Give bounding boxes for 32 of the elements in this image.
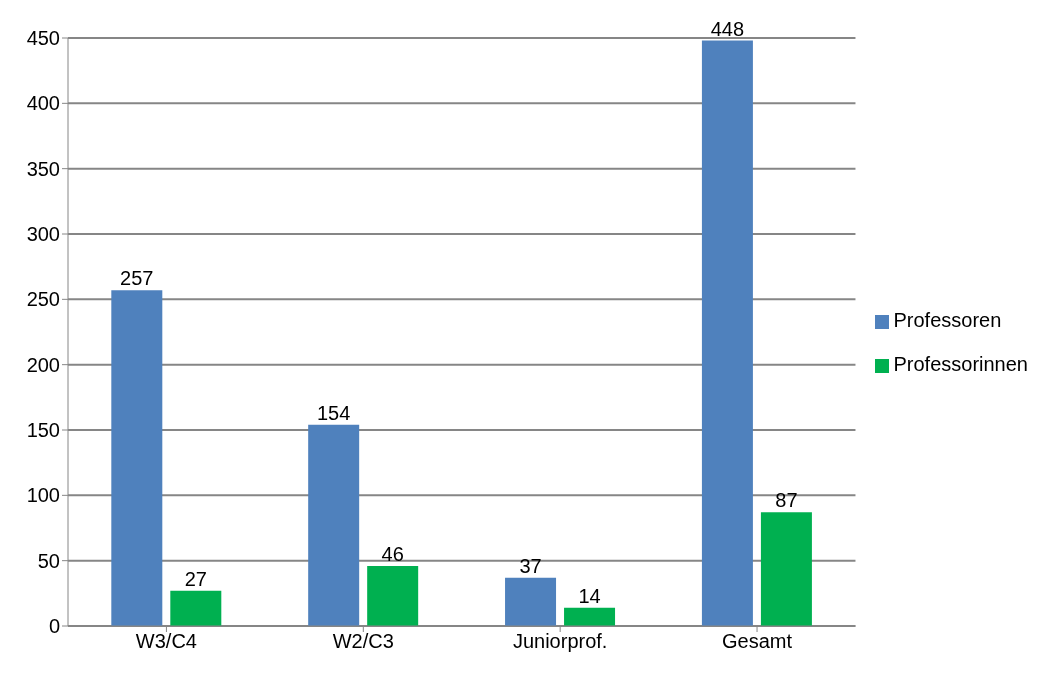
x-tick-label: Gesamt	[722, 630, 793, 653]
y-tick-label: 250	[26, 288, 60, 311]
legend-label: Professoren	[893, 309, 1002, 331]
data-label: 87	[775, 489, 798, 512]
data-label: 14	[578, 584, 601, 607]
y-tick-label: 50	[37, 549, 60, 572]
x-tick-label: W2/C3	[332, 630, 394, 653]
x-tick-label: W3/C4	[135, 630, 197, 653]
y-tick-label: 150	[26, 419, 60, 442]
data-label: 27	[184, 567, 207, 590]
bar	[170, 590, 222, 626]
y-tick-label: 200	[26, 353, 60, 376]
y-tick-label: 450	[26, 27, 60, 50]
y-tick-label: 400	[26, 92, 60, 115]
bar	[701, 40, 753, 626]
data-label: 46	[381, 542, 404, 565]
bar	[308, 424, 360, 626]
data-label: 37	[519, 554, 542, 577]
data-label: 448	[710, 17, 745, 40]
bar	[564, 607, 616, 626]
bar	[760, 512, 812, 626]
data-label: 257	[120, 267, 154, 290]
data-label: 154	[316, 401, 351, 424]
y-tick-label: 300	[26, 223, 60, 246]
y-tick-label: 350	[26, 157, 60, 180]
bar	[111, 290, 163, 626]
y-tick-label: 100	[26, 484, 60, 507]
x-tick-label: Juniorprof.	[512, 630, 608, 653]
y-tick-label: 0	[48, 615, 60, 638]
bar	[505, 577, 557, 626]
bar	[367, 565, 419, 626]
legend-label: Professorinnen	[893, 353, 1028, 375]
